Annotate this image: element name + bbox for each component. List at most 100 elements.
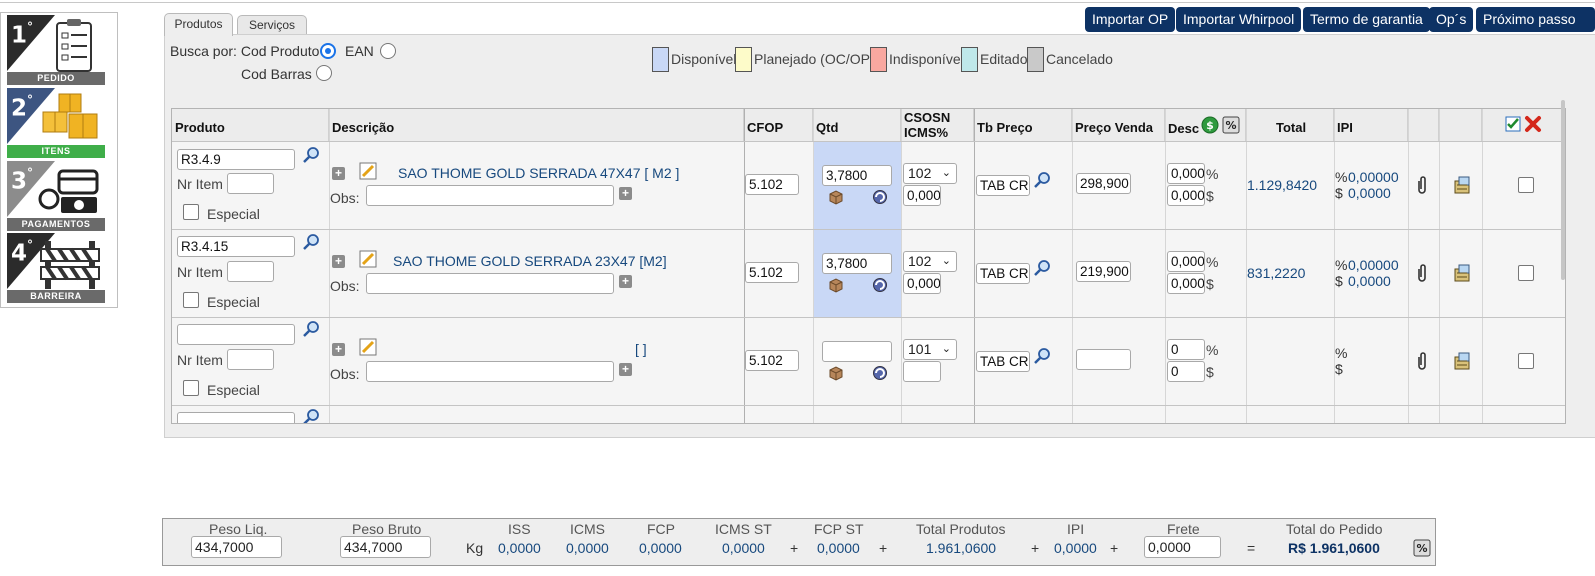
search-icon[interactable] <box>303 147 319 163</box>
box-stock-icon[interactable] <box>828 277 844 293</box>
percent-icon[interactable]: % <box>1413 539 1431 557</box>
produto-input[interactable] <box>177 412 295 423</box>
obs-plus-icon[interactable]: + <box>619 187 632 200</box>
nr-item-input[interactable] <box>227 261 274 282</box>
especial-checkbox[interactable] <box>183 292 199 308</box>
desc-val-input[interactable]: 0,000 <box>1167 273 1205 294</box>
table-scrollbar[interactable] <box>1561 100 1565 280</box>
qtd-input[interactable]: 3,7800 <box>822 253 892 274</box>
desc-pct-input[interactable]: 0,000 <box>1167 251 1205 272</box>
ops-button[interactable]: Op´s <box>1429 7 1474 32</box>
money-icon[interactable]: $ <box>1201 116 1219 134</box>
peso-liq-input[interactable]: 434,7000 <box>191 536 282 558</box>
csosn-select[interactable]: 102 ⌄ <box>903 163 957 184</box>
desc-val-input[interactable]: 0,000 <box>1167 185 1205 206</box>
total-produtos-value: 1.961,0600 <box>926 540 997 556</box>
importar-whirpool-button[interactable]: Importar Whirpool <box>1176 7 1302 32</box>
frete-input[interactable]: 0,0000 <box>1144 536 1221 558</box>
produto-input[interactable]: R3.4.15 <box>177 236 295 257</box>
tb-preco-input[interactable]: TAB CR <box>976 351 1030 372</box>
csosn-select[interactable]: 101 ⌄ <box>903 339 957 360</box>
tab-servicos[interactable]: Serviços <box>237 15 307 35</box>
preco-venda-input[interactable] <box>1076 349 1131 370</box>
desc-pct-input[interactable]: 0 <box>1167 339 1205 360</box>
edit-note-icon[interactable] <box>358 249 378 269</box>
tb-preco-input[interactable]: TAB CR <box>976 175 1030 196</box>
especial-checkbox[interactable] <box>183 204 199 220</box>
total-pedido-value: R$ 1.961,0600 <box>1288 540 1380 556</box>
box-stock-icon[interactable] <box>828 365 844 381</box>
step-label: PAGAMENTOS <box>7 218 105 231</box>
step-itens[interactable]: 2° ITENS <box>7 88 105 158</box>
csosn-select[interactable]: 102 ⌄ <box>903 251 957 272</box>
expand-plus-icon[interactable]: + <box>332 167 345 180</box>
tb-preco-input[interactable]: TAB CR <box>976 263 1030 284</box>
item-descricao-link[interactable]: [ ] <box>635 341 647 357</box>
qtd-input[interactable] <box>822 341 892 362</box>
stock-info-icon[interactable] <box>1453 351 1473 371</box>
termo-garantia-button[interactable]: Termo de garantia <box>1303 7 1430 32</box>
cfop-input[interactable]: 5.102 <box>745 262 799 283</box>
paperclip-icon[interactable] <box>1415 351 1429 371</box>
nr-item-input[interactable] <box>227 349 274 370</box>
refresh-icon[interactable] <box>872 277 888 293</box>
desc-pct-input[interactable]: 0,000 <box>1167 163 1205 184</box>
refresh-icon[interactable] <box>872 189 888 205</box>
especial-checkbox[interactable] <box>183 380 199 396</box>
icms-input[interactable]: 0,000 <box>903 273 941 294</box>
item-descricao-link[interactable]: SAO THOME GOLD SERRADA 23X47 [M2] <box>393 253 667 269</box>
obs-input[interactable] <box>366 185 614 206</box>
search-icon[interactable] <box>1034 260 1050 276</box>
delete-x-icon[interactable] <box>1524 115 1542 133</box>
step-barreira[interactable]: 4° BARREIRA <box>7 233 105 303</box>
proximo-passo-button[interactable]: Próximo passo <box>1476 7 1595 32</box>
obs-input[interactable] <box>366 273 614 294</box>
iss-value: 0,0000 <box>498 540 541 556</box>
search-icon[interactable] <box>1034 348 1050 364</box>
row-select-checkbox[interactable] <box>1518 353 1534 369</box>
step-pagamentos[interactable]: 3° PAGAMENTOS <box>7 161 105 231</box>
cod-produto-radio[interactable] <box>320 43 336 59</box>
nr-item-input[interactable] <box>227 173 274 194</box>
importar-op-button[interactable]: Importar OP <box>1085 7 1176 32</box>
tab-produtos[interactable]: Produtos <box>164 13 233 36</box>
stock-info-icon[interactable] <box>1453 175 1473 195</box>
percent-icon[interactable]: % <box>1222 116 1240 134</box>
obs-input[interactable] <box>366 361 614 382</box>
ean-radio[interactable] <box>380 43 396 59</box>
preco-venda-input[interactable]: 298,900 <box>1076 173 1131 194</box>
paperclip-icon[interactable] <box>1415 263 1429 283</box>
step-pedido[interactable]: 1° PEDIDO <box>7 15 105 85</box>
row-select-checkbox[interactable] <box>1518 177 1534 193</box>
icms-input[interactable] <box>903 361 941 382</box>
iss-label: ISS <box>508 521 531 537</box>
edit-note-icon[interactable] <box>358 337 378 357</box>
produto-input[interactable] <box>177 324 295 345</box>
cod-barras-radio[interactable] <box>316 65 332 81</box>
peso-bruto-input[interactable]: 434,7000 <box>340 536 431 558</box>
produto-input[interactable]: R3.4.9 <box>177 149 295 170</box>
select-all-check-icon[interactable] <box>1505 116 1521 132</box>
search-icon[interactable] <box>1034 172 1050 188</box>
refresh-icon[interactable] <box>872 365 888 381</box>
search-icon[interactable] <box>303 321 319 337</box>
cfop-input[interactable]: 5.102 <box>745 174 799 195</box>
box-stock-icon[interactable] <box>828 189 844 205</box>
icms-input[interactable]: 0,000 <box>903 185 941 206</box>
preco-venda-input[interactable]: 219,900 <box>1076 261 1131 282</box>
obs-plus-icon[interactable]: + <box>619 363 632 376</box>
expand-plus-icon[interactable]: + <box>332 343 345 356</box>
paperclip-icon[interactable] <box>1415 175 1429 195</box>
desc-val-input[interactable]: 0 <box>1167 361 1205 382</box>
pct-symbol: % <box>1206 166 1219 182</box>
stock-info-icon[interactable] <box>1453 263 1473 283</box>
edit-note-icon[interactable] <box>358 161 378 181</box>
search-icon[interactable] <box>303 234 319 250</box>
obs-plus-icon[interactable]: + <box>619 275 632 288</box>
row-select-checkbox[interactable] <box>1518 265 1534 281</box>
qtd-input[interactable]: 3,7800 <box>822 165 892 186</box>
cfop-input[interactable]: 5.102 <box>745 350 799 371</box>
search-icon[interactable] <box>303 409 319 424</box>
item-descricao-link[interactable]: SAO THOME GOLD SERRADA 47X47 [ M2 ] <box>398 165 680 181</box>
expand-plus-icon[interactable]: + <box>332 255 345 268</box>
